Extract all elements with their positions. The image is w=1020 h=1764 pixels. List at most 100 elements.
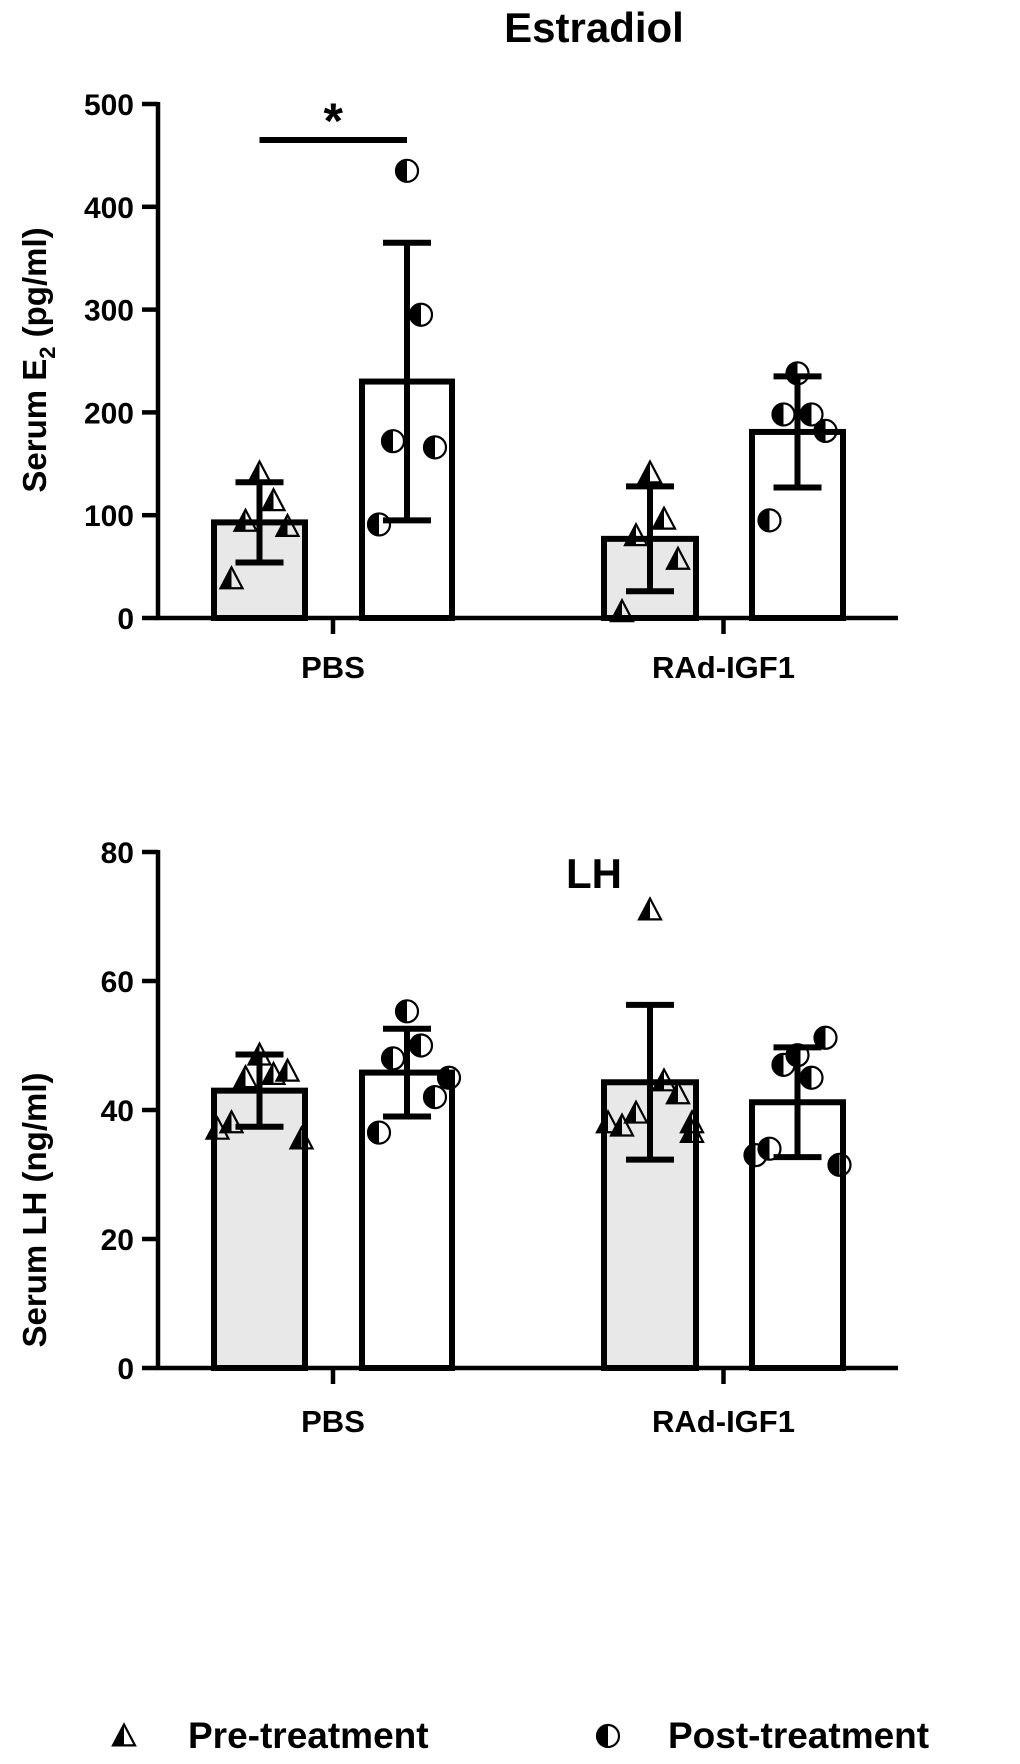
data-point-triangle bbox=[260, 1060, 287, 1085]
data-point-circle bbox=[422, 435, 448, 460]
legend-triangle-marker bbox=[111, 1722, 137, 1747]
marker-fill bbox=[410, 1034, 421, 1057]
y-axis-label: Serum LH (ng/ml) bbox=[16, 1072, 53, 1347]
marker-outline bbox=[623, 521, 649, 547]
marker-outline bbox=[771, 1052, 796, 1077]
marker-outline bbox=[260, 486, 287, 512]
data-point-triangle bbox=[637, 459, 663, 484]
data-point-circle bbox=[436, 1065, 462, 1090]
legend-label: Pre-treatment bbox=[188, 1715, 429, 1756]
y-tick-label: 60 bbox=[101, 966, 134, 999]
marker-outline bbox=[366, 512, 392, 537]
chart-title: Estradiol bbox=[504, 4, 684, 51]
marker-outline bbox=[665, 545, 691, 570]
y-tick-label: 500 bbox=[84, 89, 134, 122]
y-tick-label: 200 bbox=[84, 397, 134, 430]
marker-outline bbox=[288, 1125, 315, 1150]
marker-fill bbox=[597, 1725, 608, 1747]
marker-outline bbox=[609, 1112, 635, 1137]
data-point-triangle bbox=[246, 459, 273, 484]
data-point-triangle bbox=[274, 512, 301, 537]
data-point-triangle bbox=[623, 1099, 649, 1124]
marker-outline bbox=[422, 435, 448, 460]
data-point-triangle bbox=[651, 1067, 677, 1092]
marker-outline bbox=[623, 1099, 649, 1124]
marker-fill bbox=[772, 1053, 784, 1076]
data-point-triangle bbox=[218, 565, 245, 590]
data-point-circle bbox=[799, 402, 824, 427]
marker-outline bbox=[274, 1057, 301, 1082]
significance-annotation: * bbox=[259, 93, 407, 149]
data-point-triangle bbox=[246, 1041, 273, 1066]
marker-outline bbox=[651, 1067, 677, 1092]
data-point-circle bbox=[771, 402, 796, 427]
legend-circle-marker bbox=[595, 1723, 621, 1749]
marker-outline bbox=[274, 512, 301, 537]
error-bar bbox=[626, 483, 674, 595]
data-point-triangle bbox=[679, 1108, 705, 1134]
marker-outline bbox=[637, 896, 663, 921]
data-point-circle bbox=[827, 1152, 852, 1177]
marker-fill bbox=[814, 419, 826, 442]
marker-fill bbox=[814, 1026, 826, 1049]
marker-outline bbox=[799, 1065, 824, 1090]
marker-outline bbox=[595, 1108, 621, 1134]
data-point-circle bbox=[771, 1052, 796, 1077]
y-tick-label: 100 bbox=[84, 500, 134, 533]
error-bar bbox=[383, 239, 431, 524]
y-tick-label: 0 bbox=[117, 603, 134, 636]
marker-fill bbox=[772, 403, 784, 426]
marker-fill bbox=[828, 1153, 840, 1176]
x-tick-label: PBS bbox=[301, 1404, 365, 1439]
marker-outline bbox=[813, 1025, 838, 1050]
marker-fill bbox=[368, 1121, 379, 1144]
marker-fill bbox=[382, 1047, 393, 1070]
marker-fill bbox=[382, 430, 393, 453]
marker-fill bbox=[396, 159, 407, 182]
marker-outline bbox=[595, 1723, 621, 1749]
marker-outline bbox=[394, 158, 420, 183]
marker-outline bbox=[204, 1115, 231, 1140]
data-point-triangle bbox=[595, 1108, 621, 1134]
estradiol-panel: Estradiol Serum E2 (pg/ml) 0 100 200 300 400… bbox=[16, 4, 898, 685]
marker-fill bbox=[786, 362, 798, 385]
data-point-triangle bbox=[623, 521, 649, 547]
marker-outline bbox=[771, 402, 796, 427]
y-tick-label: 0 bbox=[117, 1353, 134, 1386]
legend: Pre-treatment Post-treatment bbox=[111, 1715, 929, 1756]
marker-outline bbox=[408, 1033, 434, 1058]
data-point-circle bbox=[394, 158, 420, 183]
y-tick-label: 80 bbox=[101, 837, 134, 870]
marker-outline bbox=[813, 418, 838, 444]
marker-outline bbox=[246, 1041, 273, 1066]
marker-outline bbox=[260, 1060, 287, 1085]
marker-outline bbox=[232, 507, 259, 532]
data-point-circle bbox=[366, 512, 392, 537]
marker-outline bbox=[757, 1136, 782, 1161]
marker-outline bbox=[679, 1108, 705, 1134]
data-point-triangle bbox=[651, 505, 677, 530]
marker-outline bbox=[436, 1065, 462, 1090]
marker-outline bbox=[232, 1063, 259, 1089]
data-point-circle bbox=[757, 508, 782, 533]
marker-fill bbox=[396, 1000, 407, 1023]
data-point-circle bbox=[422, 1084, 448, 1110]
data-point-triangle bbox=[609, 1112, 635, 1137]
marker-fill bbox=[744, 1144, 756, 1167]
marker-fill bbox=[758, 509, 770, 532]
data-point-triangle bbox=[288, 1125, 315, 1150]
significance-star: * bbox=[324, 93, 344, 149]
data-point-circle bbox=[785, 361, 810, 386]
marker-outline bbox=[366, 1120, 392, 1145]
marker-fill bbox=[368, 513, 379, 536]
error-bar bbox=[626, 1001, 674, 1163]
y-tick-label: 300 bbox=[84, 295, 134, 328]
data-point-circle bbox=[380, 1046, 406, 1071]
y-tick-label: 20 bbox=[101, 1224, 134, 1257]
marker-outline bbox=[218, 565, 245, 590]
data-point-triangle bbox=[665, 1079, 691, 1105]
marker-fill bbox=[424, 436, 435, 459]
data-point-circle bbox=[394, 999, 420, 1024]
data-point-circle bbox=[813, 1025, 838, 1050]
